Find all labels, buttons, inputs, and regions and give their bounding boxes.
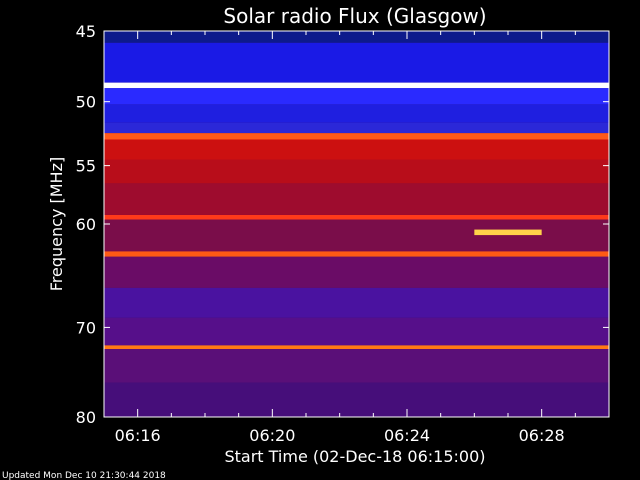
y-axis-label: Frequency [MHz] (47, 157, 66, 291)
y-tick-label: 55 (76, 157, 96, 176)
x-tick-label: 06:20 (249, 426, 295, 445)
frequency-band (104, 214, 609, 220)
frequency-band (104, 82, 609, 89)
frequency-band (104, 104, 609, 123)
frequency-band (104, 256, 609, 288)
frequency-band (104, 159, 609, 184)
frequency-band (104, 31, 609, 43)
frequency-band (104, 349, 609, 383)
frequency-band (104, 42, 609, 83)
y-axis: 45 50 55 60 70 80 (76, 22, 609, 427)
radio-burst-event (474, 229, 542, 236)
frequency-band (104, 133, 609, 140)
frequency-band (104, 345, 609, 350)
x-tick-label: 06:28 (519, 426, 565, 445)
frequency-band (104, 219, 609, 252)
x-tick-label: 06:16 (115, 426, 161, 445)
frequency-band (104, 382, 609, 417)
y-tick-label: 60 (76, 215, 96, 234)
frequency-band (104, 183, 609, 215)
frequency-band (104, 317, 609, 346)
chart-title: Solar radio Flux (Glasgow) (223, 4, 486, 28)
frequency-band (104, 122, 609, 134)
plot-area (104, 31, 609, 417)
y-tick-label: 70 (76, 318, 96, 337)
y-tick-label: 45 (76, 22, 96, 41)
x-tick-label: 06:24 (384, 426, 430, 445)
y-tick-label: 50 (76, 93, 96, 112)
x-axis-label: Start Time (02-Dec-18 06:15:00) (224, 447, 485, 466)
y-tick-label: 80 (76, 408, 96, 427)
x-axis: 06:16 06:20 06:24 06:28 (103, 31, 610, 445)
updated-timestamp: Updated Mon Dec 10 21:30:44 2018 (2, 471, 166, 480)
frequency-band (104, 88, 609, 105)
frequency-band (104, 287, 609, 318)
frequency-band (104, 139, 609, 160)
frequency-band (104, 251, 609, 257)
